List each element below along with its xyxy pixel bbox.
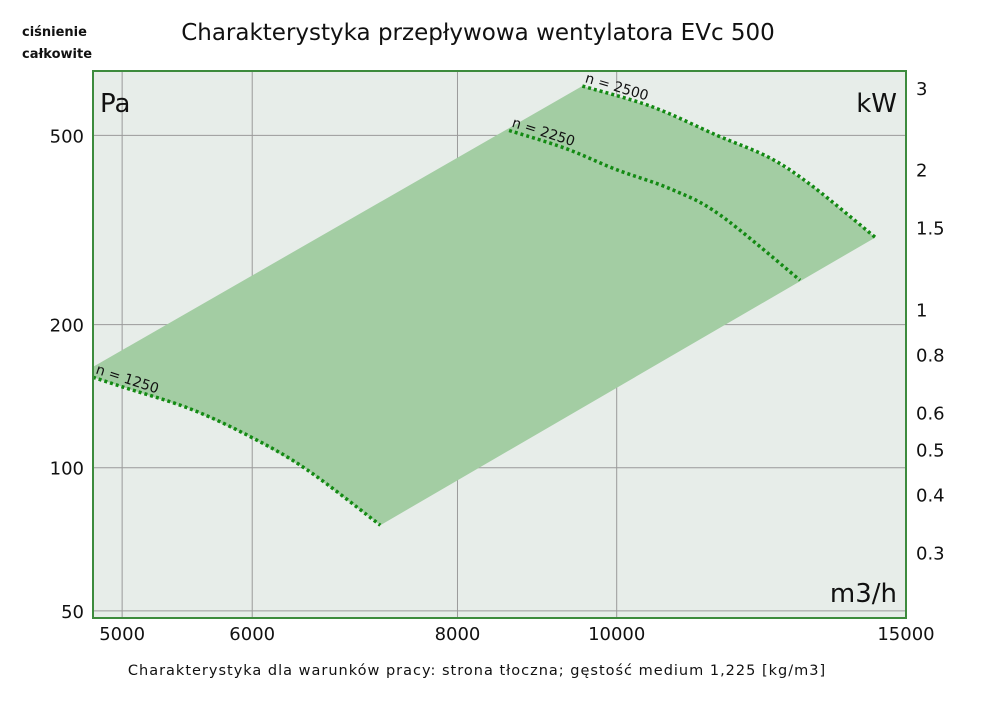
plot-frame [92, 70, 907, 619]
x-tick-label: 8000 [435, 624, 481, 645]
curve-2500 [581, 84, 877, 239]
y-axis-label-line2: całkowite [22, 47, 92, 62]
chart-title: Charakterystyka przepływowa wentylatora … [181, 20, 775, 46]
unit-right-kw: kW [856, 89, 897, 119]
chart-footer: Charakterystyka dla warunków pracy: stro… [128, 663, 826, 679]
y2-tick-label: 0.4 [916, 486, 945, 507]
curve-1250 [92, 375, 382, 527]
y-axis-label-line1: ciśnienie [22, 25, 87, 40]
x-tick-label: 6000 [229, 624, 275, 645]
y2-tick-label: 1.5 [916, 219, 945, 240]
x-tick-label: 10000 [588, 624, 645, 645]
y2-tick-label: 0.6 [916, 404, 945, 425]
tick-labels: 5000 6000 8000 10000 15000 50 100 200 500 0.3 0.4 0… [50, 79, 945, 645]
y-tick-label: 200 [50, 316, 84, 337]
y2-tick-label: 0.8 [916, 346, 945, 367]
y-tick-label: 100 [50, 459, 84, 480]
x-tick-label: 15000 [877, 624, 934, 645]
y2-tick-label: 3 [916, 79, 927, 100]
y2-tick-label: 1 [916, 301, 927, 322]
y2-tick-label: 0.3 [916, 544, 945, 565]
y-tick-label: 500 [50, 126, 84, 147]
unit-x-m3h: m3/h [830, 579, 897, 609]
y2-tick-label: 0.5 [916, 440, 945, 461]
unit-left-pa: Pa [100, 89, 130, 119]
y-tick-label: 50 [61, 602, 84, 623]
operating-area [93, 86, 876, 526]
x-tick-label: 5000 [99, 624, 145, 645]
y2-tick-label: 2 [916, 161, 927, 182]
